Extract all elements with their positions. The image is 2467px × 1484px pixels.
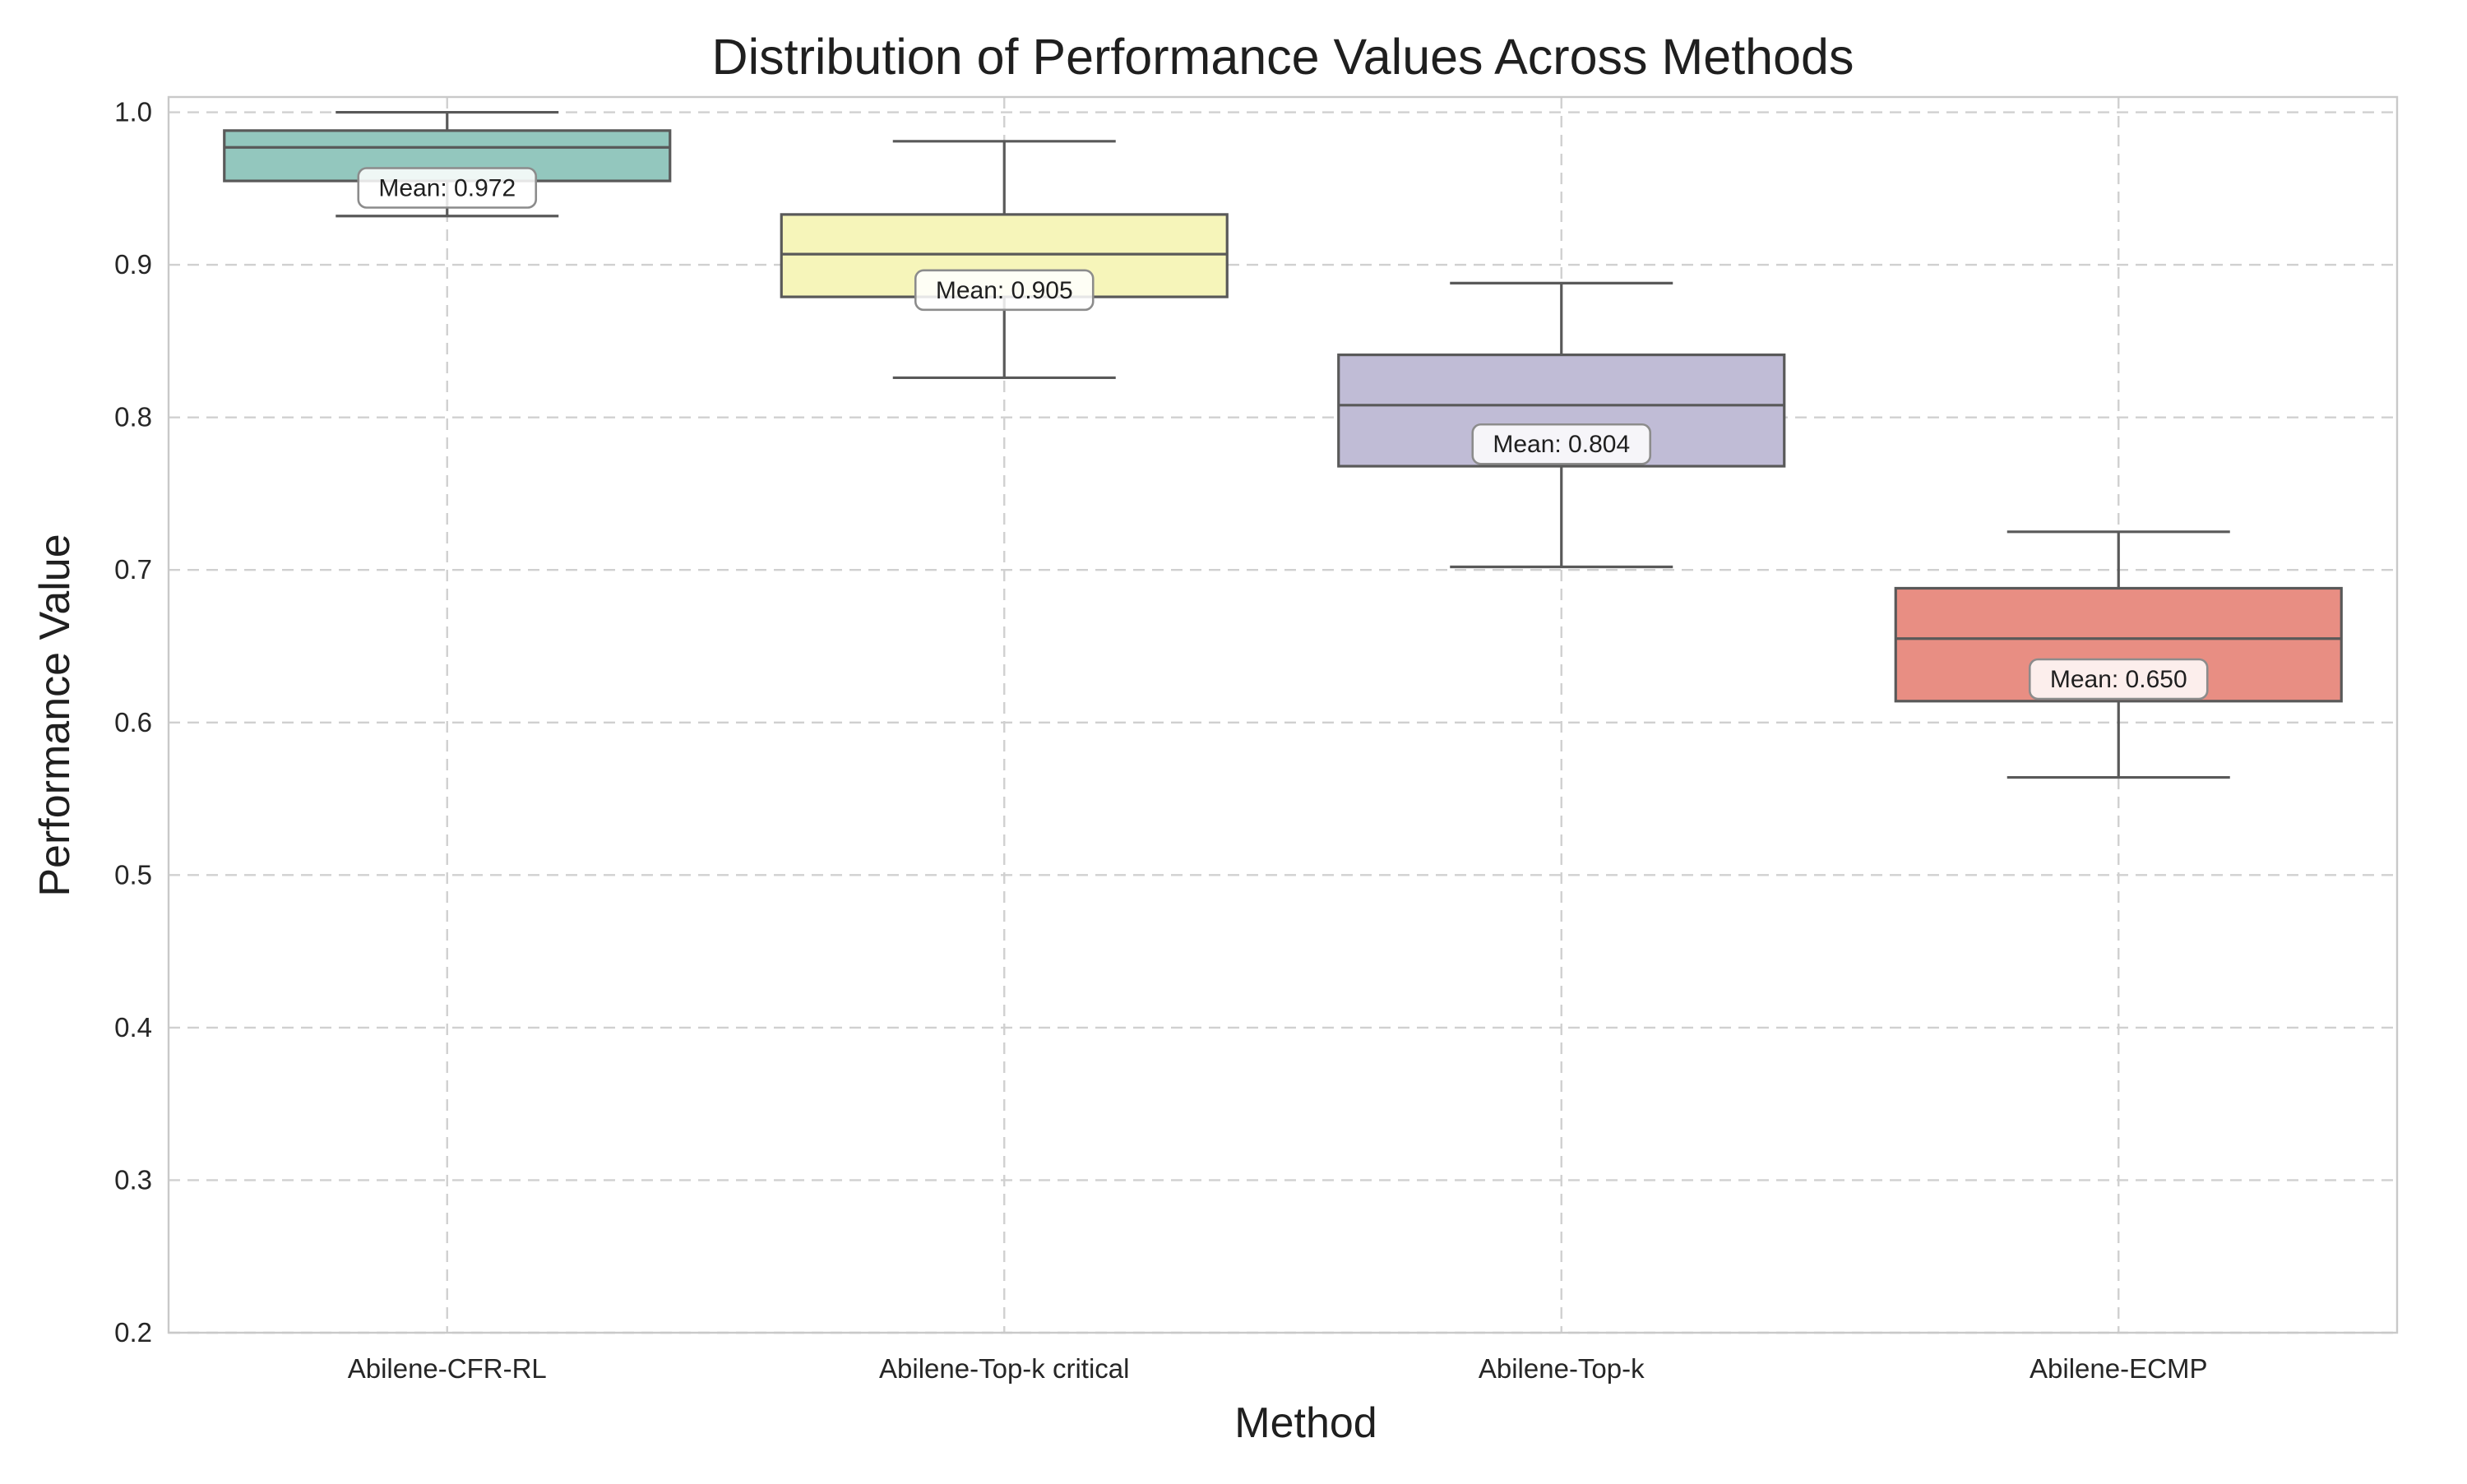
y-tick-label: 0.2 [114,1317,152,1348]
mean-labels: Mean: 0.972 Mean: 0.905 Mean: 0.804 Mean: 0… [357,167,2209,700]
mean-label-background [1471,423,1652,465]
y-tick-label: 0.7 [114,554,152,585]
box-plot-item [1894,530,2343,779]
x-tick-label: Abilene-CFR-RL [348,1353,547,1384]
plot-area-frame [167,95,2399,1334]
x-axis-title: Method [1234,1399,1377,1447]
box-plot-item [780,140,1229,380]
mean-label-text: Mean: 0.972 [378,175,516,202]
chart-title: Distribution of Performance Values Acros… [712,29,1854,85]
y-tick-label: 0.3 [114,1164,152,1195]
tick-labels: 0.2 0.3 0.4 0.5 0.6 0.7 0.8 0.9 1.0 Abilene-CFR-R… [114,97,2207,1384]
y-tick-label: 0.8 [114,402,152,432]
x-tick-label: Abilene-ECMP [2030,1353,2207,1384]
y-axis-title: Performance Value [31,534,79,896]
mean-label: Mean: 0.905 [914,269,1095,312]
y-tick-label: 0.6 [114,707,152,737]
y-tick-label: 0.4 [114,1012,152,1042]
mean-label: Mean: 0.650 [2028,658,2209,700]
mean-label: Mean: 0.972 [357,167,538,209]
mean-label-background [357,167,538,209]
x-tick-label: Abilene-Top-k critical [879,1353,1129,1384]
y-tick-label: 1.0 [114,97,152,127]
x-tick-label: Abilene-Top-k [1479,1353,1645,1384]
y-tick-label: 0.5 [114,859,152,890]
mean-label-text: Mean: 0.650 [2050,666,2187,693]
mean-label-background [914,269,1095,312]
mean-label-text: Mean: 0.804 [1493,431,1630,458]
y-tick-label: 0.9 [114,249,152,280]
mean-label-background [2028,658,2209,700]
mean-label-text: Mean: 0.905 [936,277,1073,304]
box-series [223,110,2343,779]
grid-lines [169,97,2397,1334]
mean-label: Mean: 0.804 [1471,423,1652,465]
